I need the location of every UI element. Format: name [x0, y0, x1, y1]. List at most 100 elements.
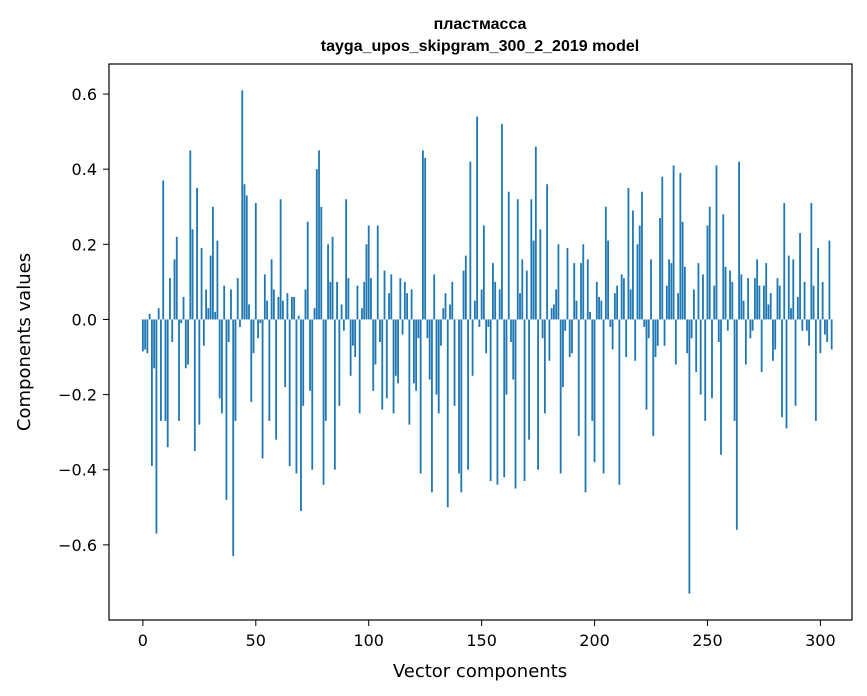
chart-title-line-1: пластмасса	[434, 16, 527, 33]
bar-125	[424, 157, 427, 320]
bar-234	[670, 263, 673, 320]
bar-112	[394, 319, 397, 376]
bar-45	[243, 184, 246, 320]
bar-28	[205, 289, 208, 320]
bar-172	[530, 199, 533, 320]
bar-237	[677, 293, 680, 320]
bar-212	[620, 274, 623, 320]
bar-83	[329, 281, 332, 320]
bar-151	[482, 225, 485, 320]
bar-85	[333, 319, 336, 470]
bar-82	[327, 244, 329, 320]
bar-29	[207, 308, 210, 320]
bar-267	[744, 319, 747, 365]
bar-245	[695, 319, 698, 373]
bar-147	[473, 300, 476, 320]
x-axis-ticks: 0 50 100 150 200 250 300	[138, 620, 836, 650]
bar-274	[760, 319, 763, 373]
bar-149	[478, 319, 481, 327]
bar-127	[428, 319, 431, 380]
bar-103	[374, 319, 377, 365]
bar-129	[433, 274, 436, 320]
bar-10	[164, 319, 167, 421]
bar-135	[446, 319, 449, 508]
bar-297	[812, 285, 815, 320]
bar-63	[284, 319, 287, 388]
bar-264	[738, 161, 740, 320]
bar-301	[821, 281, 824, 320]
bar-279	[772, 319, 774, 361]
bar-6	[155, 319, 158, 534]
bar-228	[656, 319, 659, 346]
bar-161	[505, 319, 508, 395]
bar-68	[295, 319, 298, 474]
bar-78	[318, 150, 320, 320]
bar-126	[426, 319, 429, 339]
bar-259	[726, 319, 729, 331]
bar-158	[498, 289, 501, 320]
bar-49	[252, 319, 255, 354]
bar-71	[302, 319, 305, 406]
bar-303	[826, 319, 829, 342]
bar-24	[196, 187, 198, 320]
bar-201	[595, 281, 598, 320]
bar-208	[611, 319, 614, 350]
bar-179	[546, 184, 549, 320]
bar-64	[286, 293, 289, 320]
bar-262	[733, 319, 736, 421]
bar-13	[171, 319, 174, 342]
bar-113	[397, 319, 399, 384]
bar-136	[449, 304, 451, 320]
bar-186	[562, 319, 564, 388]
bar-105	[379, 319, 381, 342]
bar-155	[492, 263, 494, 320]
bar-253	[713, 285, 716, 320]
bar-16	[178, 319, 180, 421]
bar-142	[462, 270, 465, 320]
bar-194	[580, 263, 582, 320]
bar-91	[347, 278, 350, 320]
bar-218	[634, 319, 637, 361]
bar-272	[756, 259, 759, 320]
y-tick-label: −0.2	[58, 386, 97, 405]
bar-159	[501, 124, 503, 320]
bar-220	[638, 225, 641, 320]
bar-239	[681, 221, 684, 320]
bar-81	[324, 319, 327, 421]
bar-205	[604, 206, 607, 320]
bar-233	[668, 259, 670, 320]
x-tick-label: 50	[246, 631, 266, 650]
bar-153	[487, 319, 490, 327]
bar-148	[476, 116, 479, 320]
bar-280	[774, 319, 777, 350]
bar-162	[507, 191, 510, 320]
bar-25	[198, 319, 201, 425]
bar-293	[803, 281, 806, 320]
bar-292	[801, 319, 804, 331]
y-axis-ticks: −0.6 −0.4 −0.2 0.0 0.2 0.4 0.6	[58, 85, 109, 555]
bar-257	[722, 214, 725, 320]
bar-298	[814, 319, 817, 421]
bar-series	[141, 90, 833, 594]
bar-22	[191, 229, 194, 320]
bar-93	[352, 319, 354, 346]
x-tick-label: 200	[579, 631, 610, 650]
bar-41	[234, 319, 237, 421]
bar-106	[381, 319, 384, 410]
bar-14	[173, 259, 176, 320]
bar-288	[792, 259, 795, 320]
bar-141	[460, 319, 463, 493]
bar-178	[543, 319, 546, 414]
bar-300	[819, 319, 822, 354]
bar-104	[376, 225, 379, 320]
bar-94	[354, 319, 357, 358]
bar-96	[358, 319, 361, 414]
bar-250	[706, 225, 709, 320]
bar-54	[263, 274, 266, 320]
bar-97	[361, 308, 363, 320]
bar-5	[153, 319, 156, 369]
bar-195	[582, 244, 585, 320]
bar-75	[311, 319, 314, 470]
y-tick-label: 0.6	[72, 85, 97, 104]
